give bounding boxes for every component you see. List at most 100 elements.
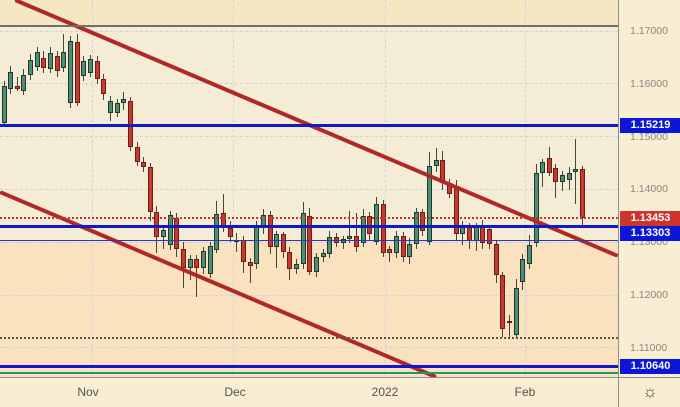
candle-wick [389, 245, 391, 263]
candle-wick [276, 230, 278, 268]
candle [227, 228, 233, 237]
candle [214, 214, 220, 251]
candle [21, 75, 27, 92]
candle-wick [508, 314, 510, 340]
dotted-support-line[interactable] [0, 337, 618, 340]
candle-wick [355, 213, 357, 252]
candle-wick [249, 258, 251, 284]
candle [420, 212, 426, 231]
candle [353, 235, 359, 248]
candle [34, 52, 40, 67]
candle [220, 213, 226, 229]
candle [327, 236, 333, 255]
candle [566, 172, 572, 180]
candle [8, 72, 14, 90]
candle-wick [189, 255, 191, 281]
candle-wick [222, 193, 224, 232]
chart-plot[interactable] [0, 0, 618, 377]
candle [54, 56, 60, 72]
candle [101, 79, 107, 95]
candle [161, 230, 167, 237]
candle [347, 235, 353, 240]
candle-wick [163, 226, 165, 250]
candle [300, 213, 306, 265]
candle [74, 42, 80, 104]
price-gridline [0, 294, 618, 296]
candle [81, 61, 87, 77]
candle [187, 259, 193, 268]
current-price-line[interactable] [0, 217, 618, 220]
price-tick-label: 1.15000 [630, 130, 668, 143]
candle [1, 86, 7, 124]
blue-lower-support-line[interactable] [0, 365, 618, 369]
time-gridline [385, 0, 386, 377]
candle-wick [435, 148, 437, 173]
candle [340, 239, 346, 244]
candle [473, 226, 479, 242]
candle [94, 61, 100, 80]
candle [28, 59, 34, 76]
candle [121, 98, 127, 104]
candle [240, 239, 246, 263]
candle [307, 215, 313, 273]
price-gridline [0, 136, 618, 138]
price-axis[interactable]: 1.17000 1.16000 1.15000 1.14000 1.13000 1.120… [618, 0, 680, 377]
candle [553, 168, 559, 182]
price-gridline [0, 188, 618, 190]
price-tick-label: 1.11000 [630, 341, 668, 354]
candle [546, 157, 552, 174]
time-gridline [233, 0, 234, 377]
candle [407, 244, 413, 257]
gray-resistance-line[interactable] [0, 24, 618, 27]
candle [500, 275, 506, 330]
candle [526, 245, 532, 265]
candle [201, 251, 206, 268]
price-tick-label: 1.14000 [630, 183, 668, 196]
candle [114, 103, 120, 114]
candle [540, 162, 546, 173]
candle-wick [542, 158, 544, 188]
price-badge: 1.13453 [620, 210, 680, 226]
upper-band [0, 0, 618, 26]
blue-support-line[interactable] [0, 224, 618, 228]
candle [486, 229, 492, 244]
candle [254, 224, 260, 265]
candle [373, 203, 379, 243]
settings-icon[interactable]: ☼ [642, 382, 658, 401]
green-support-line[interactable] [0, 372, 618, 375]
time-axis[interactable]: Nov Dec 2022 Feb [0, 377, 618, 407]
candle [68, 41, 73, 104]
candle [14, 85, 20, 90]
candle [533, 172, 539, 244]
zone-border-line[interactable] [0, 240, 618, 242]
candle [360, 215, 366, 244]
candle [573, 169, 579, 173]
candle [314, 256, 320, 273]
price-gridline [0, 347, 618, 349]
price-gridline [0, 30, 618, 32]
candle [294, 264, 300, 269]
candle-wick [16, 77, 18, 92]
time-tick-label: 2022 [371, 385, 399, 399]
candle [247, 262, 253, 266]
price-badge: 1.10640 [620, 359, 680, 375]
candle [174, 217, 180, 249]
candle [181, 248, 187, 268]
candle [141, 161, 147, 167]
time-tick-label: Nov [77, 385, 99, 399]
candle [400, 235, 406, 257]
candle [393, 235, 399, 253]
time-gridline [92, 0, 93, 377]
blue-resistance-line[interactable] [0, 123, 618, 127]
candle [427, 166, 433, 243]
price-scale-settings-button[interactable]: ☼ [618, 377, 680, 407]
candle [520, 259, 526, 283]
candle [413, 212, 419, 245]
candle [380, 203, 386, 253]
time-tick-label: Feb [514, 385, 536, 399]
price-gridline [0, 83, 618, 85]
candle [107, 101, 113, 114]
candle [560, 175, 566, 182]
candle [513, 288, 519, 336]
